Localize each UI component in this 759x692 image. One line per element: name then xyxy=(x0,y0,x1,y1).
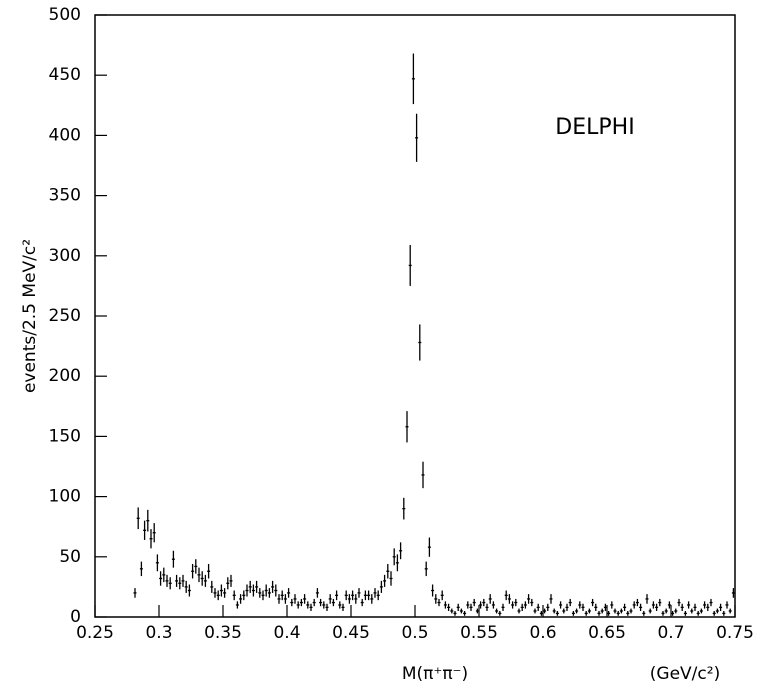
annotation: DELPHI xyxy=(555,115,634,140)
y-tick-label: 300 xyxy=(49,246,81,266)
y-tick-label: 150 xyxy=(49,426,81,446)
x-tick-label: 0.6 xyxy=(529,623,556,643)
plot-frame xyxy=(94,14,736,618)
y-tick-label: 450 xyxy=(49,65,81,85)
x-tick-label: 0.35 xyxy=(204,623,242,643)
x-tick-label: 0.25 xyxy=(76,623,114,643)
x-axis-label: M(π⁺π⁻) xyxy=(402,664,468,684)
y-tick-label: 400 xyxy=(49,125,81,145)
y-tick-label: 500 xyxy=(49,5,81,25)
x-tick-label: 0.75 xyxy=(716,623,754,643)
y-axis-label: events/2.5 MeV/c² xyxy=(20,239,40,393)
x-tick-label: 0.7 xyxy=(657,623,684,643)
y-tick-label: 350 xyxy=(49,186,81,206)
x-tick-label: 0.5 xyxy=(401,623,428,643)
x-tick-label: 0.65 xyxy=(588,623,626,643)
y-tick-label: 100 xyxy=(49,487,81,507)
x-tick-label: 0.55 xyxy=(460,623,498,643)
x-tick-label: 0.45 xyxy=(332,623,370,643)
x-tick-label: 0.3 xyxy=(145,623,172,643)
y-tick-label: 50 xyxy=(59,547,81,567)
x-axis-unit: (GeV/c²) xyxy=(650,664,720,684)
y-tick-label: 200 xyxy=(49,366,81,386)
x-tick-label: 0.4 xyxy=(273,623,300,643)
y-tick-label: 250 xyxy=(49,306,81,326)
y-tick-label: 0 xyxy=(70,607,81,627)
